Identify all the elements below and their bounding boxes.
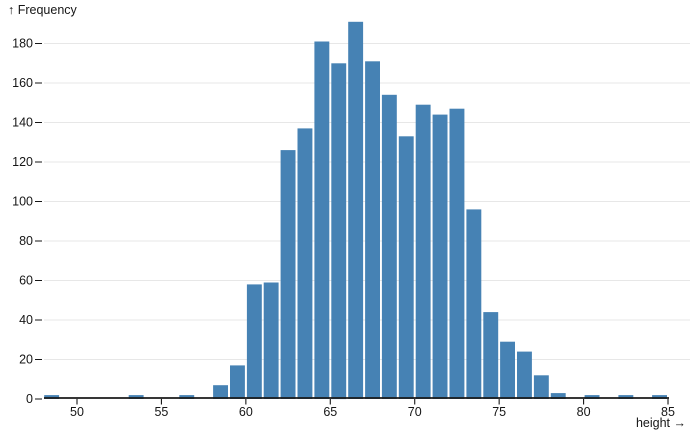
histogram-bar-62 — [280, 150, 296, 399]
histogram-bar-78 — [550, 393, 566, 399]
y-tick-label: 100 — [12, 195, 33, 209]
histogram-bar-60 — [246, 284, 262, 399]
histogram-bar-58 — [213, 385, 228, 399]
x-tick-label: 70 — [408, 405, 422, 419]
x-tick-label: 80 — [577, 405, 591, 419]
histogram-bar-65 — [331, 63, 347, 400]
y-axis-label: ↑ Frequency — [8, 3, 77, 17]
histogram-bar-82 — [618, 395, 634, 399]
x-tick-label: 65 — [323, 405, 337, 419]
y-tick-label: 180 — [12, 37, 33, 51]
y-tick-label: 140 — [12, 116, 33, 130]
histogram-bar-74 — [483, 312, 499, 399]
histogram-bar-70 — [415, 104, 431, 399]
histogram-bar-69 — [398, 136, 414, 400]
histogram-bar-84 — [652, 395, 667, 399]
y-tick-label: 60 — [19, 274, 33, 288]
histogram-bar-63 — [297, 128, 313, 399]
x-tick-label: 75 — [492, 405, 506, 419]
histogram-bar-68 — [381, 94, 397, 400]
y-tick-label: 20 — [19, 353, 33, 367]
histogram-bar-66 — [348, 21, 364, 400]
histogram-bar-61 — [263, 282, 279, 399]
bars-layer — [44, 21, 667, 400]
histogram-bar-53 — [128, 395, 144, 399]
histogram-bar-48 — [44, 395, 60, 399]
histogram-bar-73 — [466, 209, 482, 399]
histogram-bar-77 — [533, 375, 549, 399]
histogram-bar-64 — [314, 41, 330, 399]
histogram-bar-67 — [365, 61, 380, 400]
x-tick-label: 50 — [70, 405, 84, 419]
x-tick-label: 85 — [661, 405, 675, 419]
y-tick-label: 0 — [26, 392, 33, 406]
y-tick-label: 80 — [19, 234, 33, 248]
x-tick-label: 60 — [239, 405, 253, 419]
y-tick-label: 160 — [12, 76, 33, 90]
axes-layer: 0 20 40 60 80 100 120 140 160 180 50 55 60 65 70 75 80 85 — [12, 37, 675, 419]
histogram-bar-71 — [432, 114, 448, 399]
histogram-bar-80 — [584, 395, 600, 399]
y-tick-label: 40 — [19, 313, 33, 327]
x-tick-label: 55 — [154, 405, 168, 419]
y-tick-label: 120 — [12, 155, 33, 169]
histogram-bar-56 — [179, 395, 195, 399]
histogram-bar-75 — [500, 341, 515, 399]
histogram-bar-59 — [230, 365, 245, 399]
x-axis-label: height → — [635, 416, 686, 430]
histogram-bar-72 — [449, 108, 465, 399]
histogram-bar-76 — [517, 351, 532, 399]
